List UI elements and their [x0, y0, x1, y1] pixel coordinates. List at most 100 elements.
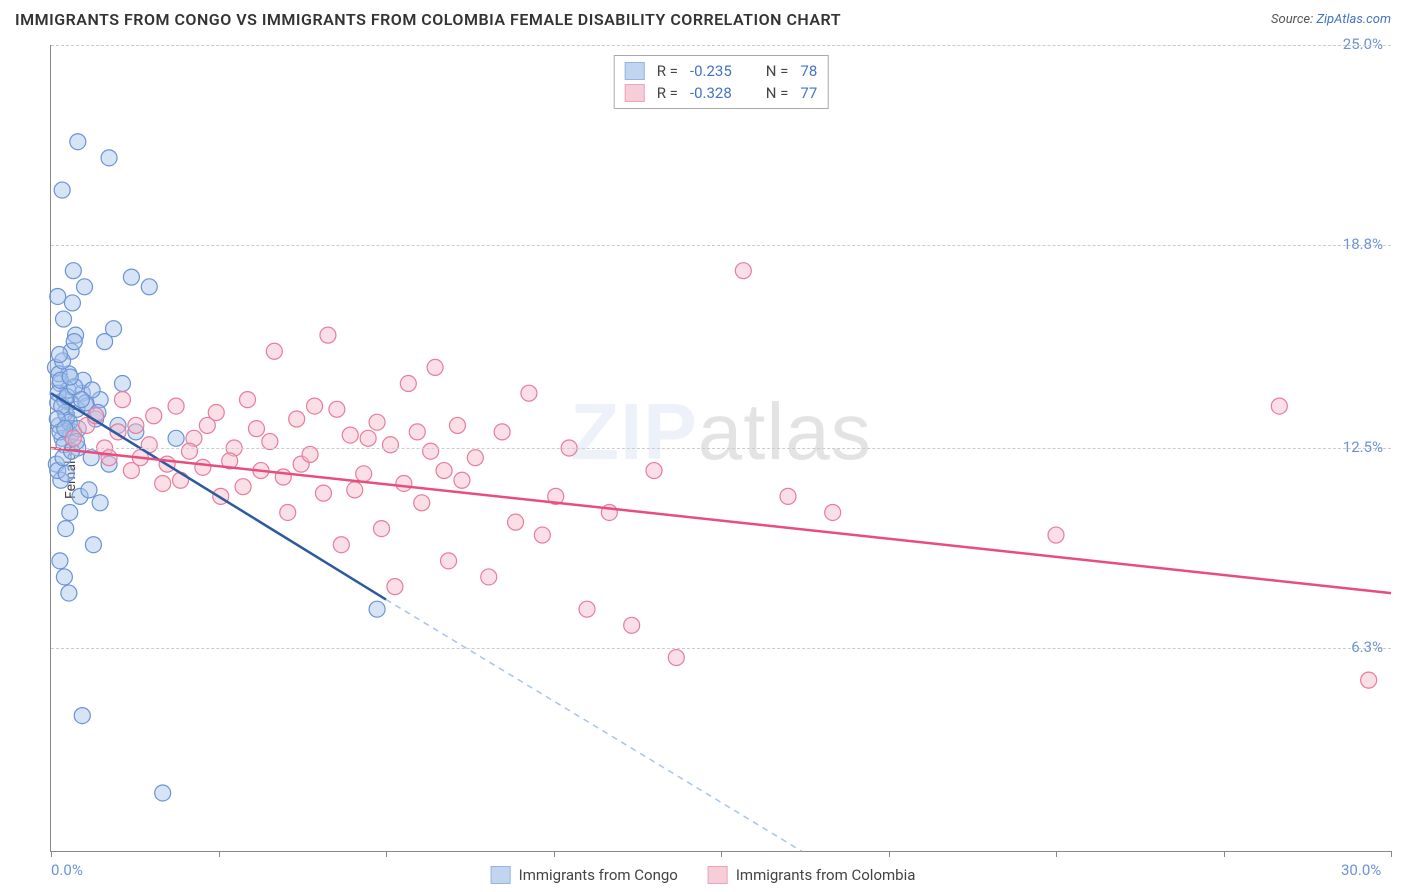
- data-point: [579, 601, 595, 617]
- data-point: [70, 134, 86, 150]
- data-point: [248, 421, 264, 437]
- data-point: [320, 327, 336, 343]
- data-point: [369, 601, 385, 617]
- data-point: [56, 311, 72, 327]
- legend-label-colombia: Immigrants from Colombia: [736, 866, 916, 884]
- data-point: [114, 392, 130, 408]
- data-point: [101, 450, 117, 466]
- data-point: [289, 411, 305, 427]
- data-point: [101, 150, 117, 166]
- data-point: [780, 488, 796, 504]
- data-point: [825, 504, 841, 520]
- data-point: [441, 553, 457, 569]
- data-point: [195, 459, 211, 475]
- data-point: [396, 475, 412, 491]
- plot-region: ZIPatlas R = -0.235 N = 78 R = -0.328 N …: [50, 45, 1391, 852]
- data-point: [61, 585, 77, 601]
- data-point: [508, 514, 524, 530]
- data-point: [1048, 527, 1064, 543]
- x-tick-label: 0.0%: [51, 861, 83, 879]
- data-point: [54, 182, 70, 198]
- data-point: [534, 527, 550, 543]
- data-point: [168, 430, 184, 446]
- data-point: [62, 369, 78, 385]
- data-point: [65, 263, 81, 279]
- y-tick-label: 12.5%: [1343, 438, 1383, 456]
- data-point: [356, 466, 372, 482]
- bottom-legend: Immigrants from Congo Immigrants from Co…: [491, 866, 916, 884]
- data-point: [155, 475, 171, 491]
- data-point: [85, 537, 101, 553]
- data-point: [266, 343, 282, 359]
- data-point: [1271, 398, 1287, 414]
- data-point: [81, 482, 97, 498]
- data-point: [50, 288, 66, 304]
- data-point: [423, 443, 439, 459]
- data-point: [481, 569, 497, 585]
- data-point: [333, 537, 349, 553]
- data-point: [66, 334, 82, 350]
- data-point: [141, 279, 157, 295]
- legend-item-congo: Immigrants from Congo: [491, 866, 678, 884]
- data-point: [235, 479, 251, 495]
- data-point: [382, 437, 398, 453]
- data-point: [646, 463, 662, 479]
- source-label: Source:: [1271, 12, 1313, 27]
- data-point: [427, 359, 443, 375]
- data-point: [369, 414, 385, 430]
- data-point: [65, 430, 81, 446]
- data-point: [106, 321, 122, 337]
- data-point: [342, 427, 358, 443]
- data-point: [208, 405, 224, 421]
- data-point: [73, 392, 89, 408]
- data-point: [494, 424, 510, 440]
- x-tick-label: 30.0%: [1341, 861, 1381, 879]
- y-tick-label: 25.0%: [1343, 35, 1383, 53]
- data-point: [128, 417, 144, 433]
- data-point: [360, 430, 376, 446]
- data-point: [374, 521, 390, 537]
- legend-item-colombia: Immigrants from Colombia: [708, 866, 916, 884]
- data-point: [668, 650, 684, 666]
- data-point: [56, 569, 72, 585]
- data-point: [454, 472, 470, 488]
- data-point: [51, 347, 67, 363]
- chart-title: IMMIGRANTS FROM CONGO VS IMMIGRANTS FROM…: [15, 10, 841, 29]
- data-point: [155, 785, 171, 801]
- data-point: [64, 295, 80, 311]
- trend-line-extrapolated: [386, 600, 801, 851]
- data-point: [521, 385, 537, 401]
- data-point: [74, 708, 90, 724]
- data-point: [414, 495, 430, 511]
- data-point: [347, 482, 363, 498]
- source-attribution: Source: ZipAtlas.com: [1271, 12, 1391, 27]
- legend-label-congo: Immigrants from Congo: [519, 866, 678, 884]
- swatch-colombia-icon: [708, 866, 728, 884]
- data-point: [114, 376, 130, 392]
- data-point: [329, 401, 345, 417]
- trend-line: [51, 448, 1391, 593]
- data-point: [436, 463, 452, 479]
- data-point: [168, 398, 184, 414]
- y-tick-label: 18.8%: [1343, 235, 1383, 253]
- data-point: [400, 376, 416, 392]
- data-point: [624, 617, 640, 633]
- data-point: [181, 443, 197, 459]
- data-point: [449, 417, 465, 433]
- swatch-congo-icon: [491, 866, 511, 884]
- chart-area: ZIPatlas R = -0.235 N = 78 R = -0.328 N …: [50, 45, 1391, 852]
- data-point: [315, 485, 331, 501]
- data-point: [467, 450, 483, 466]
- source-link[interactable]: ZipAtlas.com: [1316, 12, 1391, 27]
- data-point: [77, 279, 93, 295]
- data-point: [58, 466, 74, 482]
- data-point: [1361, 672, 1377, 688]
- data-point: [307, 398, 323, 414]
- data-point: [387, 579, 403, 595]
- data-point: [173, 472, 189, 488]
- data-point: [58, 521, 74, 537]
- data-point: [240, 392, 256, 408]
- data-point: [409, 424, 425, 440]
- y-tick-label: 6.3%: [1351, 638, 1383, 656]
- data-point: [62, 504, 78, 520]
